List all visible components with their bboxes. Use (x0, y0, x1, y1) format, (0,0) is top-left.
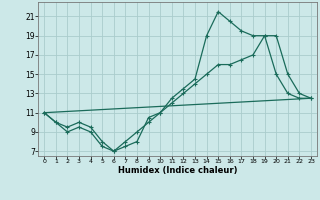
X-axis label: Humidex (Indice chaleur): Humidex (Indice chaleur) (118, 166, 237, 175)
